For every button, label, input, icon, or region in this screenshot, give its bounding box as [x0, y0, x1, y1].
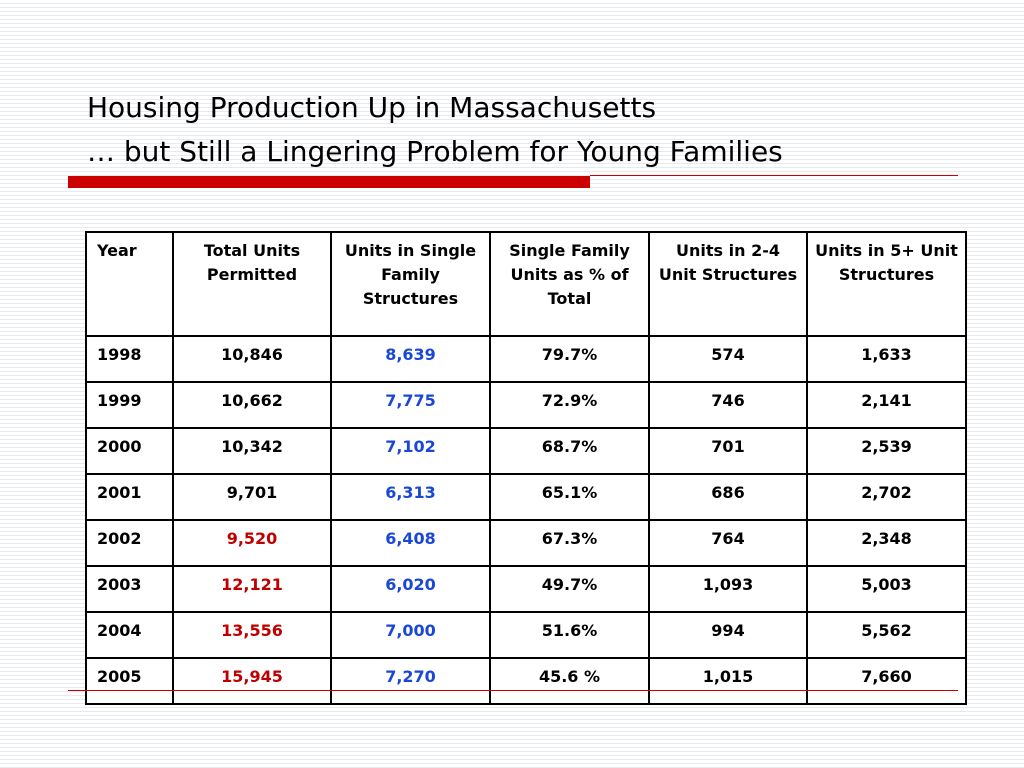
units-5-plus-cell: 7,660 — [806, 657, 967, 705]
single-family-percent-cell: 67.3% — [489, 519, 650, 567]
table-row: 1998 10,846 8,639 79.7% 574 1,633 — [85, 335, 967, 383]
total-units-cell: 10,846 — [172, 335, 332, 383]
table-header-row: Year Total Units Permitted Units in Sing… — [85, 231, 967, 337]
header-units-5-plus: Units in 5+ Unit Structures — [806, 231, 967, 337]
single-family-percent-cell: 68.7% — [489, 427, 650, 475]
units-2-4-cell: 574 — [648, 335, 808, 383]
units-5-plus-cell: 2,141 — [806, 381, 967, 429]
total-units-cell: 10,662 — [172, 381, 332, 429]
table-row: 2000 10,342 7,102 68.7% 701 2,539 — [85, 427, 967, 475]
total-units-cell: 9,520 — [172, 519, 332, 567]
year-cell: 1998 — [85, 335, 174, 383]
total-units-cell: 12,121 — [172, 565, 332, 613]
units-5-plus-cell: 5,003 — [806, 565, 967, 613]
single-family-units-cell: 6,313 — [330, 473, 491, 521]
year-cell: 2004 — [85, 611, 174, 659]
total-units-cell: 10,342 — [172, 427, 332, 475]
header-single-family-units: Units in Single Family Structures — [330, 231, 491, 337]
year-cell: 2002 — [85, 519, 174, 567]
table-row: 2002 9,520 6,408 67.3% 764 2,348 — [85, 519, 967, 567]
total-units-cell: 15,945 — [172, 657, 332, 705]
table-row: 2003 12,121 6,020 49.7% 1,093 5,003 — [85, 565, 967, 613]
single-family-units-cell: 6,020 — [330, 565, 491, 613]
slide-title-line-2: … but Still a Lingering Problem for Youn… — [87, 135, 783, 168]
units-5-plus-cell: 5,562 — [806, 611, 967, 659]
single-family-units-cell: 7,000 — [330, 611, 491, 659]
total-units-cell: 9,701 — [172, 473, 332, 521]
units-2-4-cell: 701 — [648, 427, 808, 475]
units-2-4-cell: 686 — [648, 473, 808, 521]
single-family-percent-cell: 79.7% — [489, 335, 650, 383]
year-cell: 1999 — [85, 381, 174, 429]
table-row: 1999 10,662 7,775 72.9% 746 2,141 — [85, 381, 967, 429]
units-2-4-cell: 1,015 — [648, 657, 808, 705]
header-total-units-permitted: Total Units Permitted — [172, 231, 332, 337]
year-cell: 2000 — [85, 427, 174, 475]
slide-title-line-1: Housing Production Up in Massachusetts — [87, 91, 657, 124]
single-family-percent-cell: 45.6 % — [489, 657, 650, 705]
total-units-cell: 13,556 — [172, 611, 332, 659]
year-cell: 2001 — [85, 473, 174, 521]
units-2-4-cell: 994 — [648, 611, 808, 659]
table-row: 2004 13,556 7,000 51.6% 994 5,562 — [85, 611, 967, 659]
title-underline-thick — [68, 176, 590, 188]
single-family-percent-cell: 51.6% — [489, 611, 650, 659]
single-family-units-cell: 7,775 — [330, 381, 491, 429]
year-cell: 2005 — [85, 657, 174, 705]
units-2-4-cell: 764 — [648, 519, 808, 567]
single-family-units-cell: 7,102 — [330, 427, 491, 475]
table-row: 2005 15,945 7,270 45.6 % 1,015 7,660 — [85, 657, 967, 705]
year-cell: 2003 — [85, 565, 174, 613]
bottom-divider — [68, 690, 958, 691]
units-5-plus-cell: 2,539 — [806, 427, 967, 475]
header-single-family-percent: Single Family Units as % of Total — [489, 231, 650, 337]
single-family-percent-cell: 49.7% — [489, 565, 650, 613]
header-units-2-4: Units in 2-4 Unit Structures — [648, 231, 808, 337]
units-2-4-cell: 746 — [648, 381, 808, 429]
single-family-units-cell: 8,639 — [330, 335, 491, 383]
single-family-percent-cell: 65.1% — [489, 473, 650, 521]
slide-title: Housing Production Up in Massachusetts …… — [87, 86, 783, 174]
single-family-percent-cell: 72.9% — [489, 381, 650, 429]
table-row: 2001 9,701 6,313 65.1% 686 2,702 — [85, 473, 967, 521]
single-family-units-cell: 6,408 — [330, 519, 491, 567]
title-underline-thin — [590, 175, 958, 176]
units-2-4-cell: 1,093 — [648, 565, 808, 613]
units-5-plus-cell: 2,348 — [806, 519, 967, 567]
units-5-plus-cell: 1,633 — [806, 335, 967, 383]
housing-production-table: Year Total Units Permitted Units in Sing… — [85, 231, 967, 705]
single-family-units-cell: 7,270 — [330, 657, 491, 705]
units-5-plus-cell: 2,702 — [806, 473, 967, 521]
header-year: Year — [85, 231, 174, 337]
